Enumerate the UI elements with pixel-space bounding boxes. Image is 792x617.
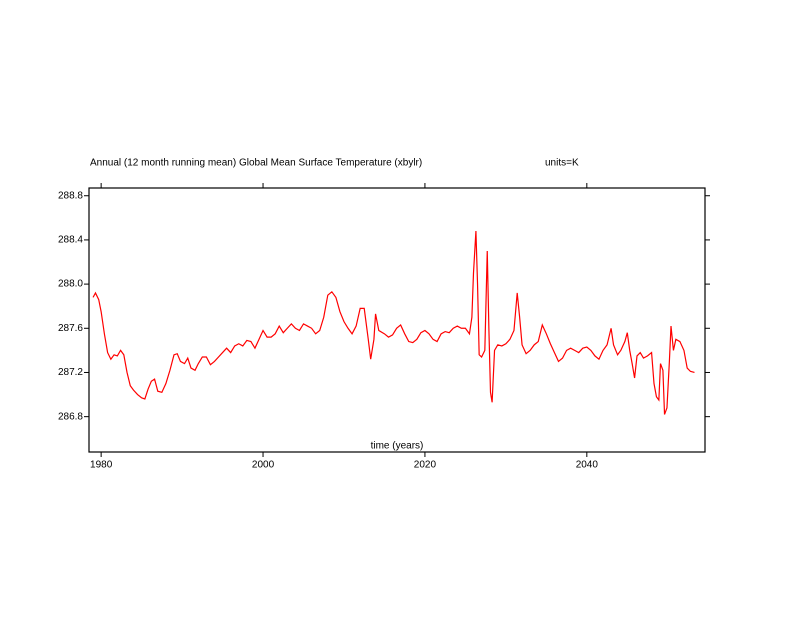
y-tick-label: 286.8 xyxy=(58,411,83,422)
x-tick-label: 2040 xyxy=(576,460,599,471)
chart-title: Annual (12 month running mean) Global Me… xyxy=(90,158,422,169)
x-tick-label: 1980 xyxy=(90,460,113,471)
y-tick-label: 288.4 xyxy=(58,235,83,246)
y-tick-label: 288.8 xyxy=(58,190,83,201)
x-tick-label: 2020 xyxy=(414,460,437,471)
y-tick-label: 287.2 xyxy=(58,367,83,378)
y-tick-label: 288.0 xyxy=(58,279,83,290)
y-tick-label: 287.6 xyxy=(58,323,83,334)
x-tick-label: 2000 xyxy=(252,460,275,471)
plot-frame xyxy=(88,187,706,453)
x-axis-label: time (years) xyxy=(371,441,424,452)
units-label: units=K xyxy=(545,158,579,169)
data-line xyxy=(92,231,695,415)
